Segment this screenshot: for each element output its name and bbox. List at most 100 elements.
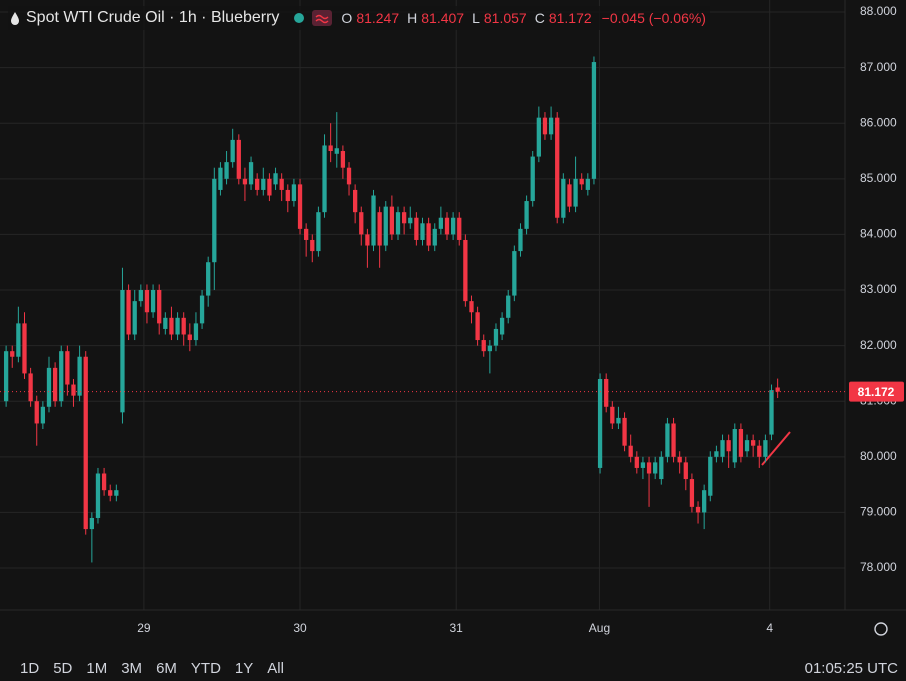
- candle-body: [567, 184, 572, 207]
- candle-body: [163, 317, 168, 329]
- candle-body: [187, 334, 192, 341]
- candle-body: [371, 195, 376, 246]
- candle-body: [591, 62, 597, 179]
- candle-body: [89, 517, 94, 530]
- candle-body: [653, 462, 658, 474]
- candle-body: [359, 212, 364, 235]
- range-button[interactable]: 6M: [156, 660, 177, 677]
- last-price-tag: [849, 381, 904, 402]
- candle-body: [193, 323, 199, 341]
- candle-body: [493, 328, 499, 346]
- range-button[interactable]: YTD: [190, 660, 221, 677]
- candle-body: [377, 212, 382, 246]
- candle-body: [634, 456, 639, 468]
- candle-body: [169, 317, 174, 335]
- candle-body: [310, 239, 315, 252]
- range-button[interactable]: 1Y: [234, 660, 254, 677]
- candle-body: [34, 401, 39, 424]
- ohlc-key: C: [534, 10, 545, 26]
- candle-body: [499, 317, 505, 335]
- range-button[interactable]: All: [267, 660, 284, 677]
- y-tick-label: 86.000: [860, 115, 897, 129]
- candle-body: [206, 262, 211, 296]
- candle-body: [726, 440, 731, 452]
- candle-body: [218, 167, 223, 190]
- legend-header: Spot WTI Crude Oil · 1h · Blueberry O 81.…: [8, 6, 710, 30]
- candle-body: [475, 312, 480, 341]
- candle-body: [138, 290, 143, 302]
- x-tick-label: Aug: [589, 621, 610, 635]
- candle-body: [261, 178, 266, 190]
- low-value: 81.057: [483, 10, 527, 26]
- candle-body: [297, 184, 303, 229]
- candle-body: [71, 384, 76, 396]
- candle-body: [346, 167, 352, 185]
- range-button[interactable]: 5D: [53, 660, 73, 677]
- candle-body: [665, 423, 670, 457]
- candle-body: [702, 490, 707, 513]
- candle-body: [457, 217, 462, 240]
- open-value: 81.247: [356, 10, 400, 26]
- candle-body: [689, 479, 695, 507]
- x-tick-label: 29: [137, 621, 151, 635]
- candle-body: [414, 217, 419, 240]
- trend-line-drawing[interactable]: [761, 431, 791, 466]
- candle-body: [732, 429, 737, 463]
- candle-body: [157, 290, 162, 324]
- candle-body: [353, 189, 358, 213]
- candle-body: [420, 223, 425, 240]
- high-value: 81.407: [421, 10, 465, 26]
- candle-body: [616, 417, 621, 424]
- candle-body: [230, 139, 235, 163]
- indicator-icon[interactable]: [311, 9, 333, 27]
- candle-body: [536, 117, 541, 157]
- candle-body: [16, 323, 21, 357]
- range-button[interactable]: 1D: [20, 660, 40, 677]
- clock: 01:05:25 UTC: [804, 660, 898, 677]
- range-button[interactable]: 3M: [121, 660, 143, 677]
- candle-body: [408, 217, 413, 224]
- candle-body: [450, 217, 456, 235]
- candle-body: [101, 473, 107, 491]
- y-tick-label: 78.000: [860, 560, 897, 574]
- x-tick-label: 30: [293, 621, 307, 635]
- candle-body: [518, 228, 523, 252]
- candle-body: [236, 139, 241, 179]
- candle-body: [95, 473, 101, 518]
- candle-body: [769, 390, 774, 435]
- y-tick-label: 82.000: [860, 338, 897, 352]
- candle-body: [10, 351, 15, 357]
- candle-body: [555, 117, 560, 218]
- range-button[interactable]: 1M: [86, 660, 108, 677]
- candle-body: [506, 295, 511, 318]
- ohlc-key: O: [341, 10, 353, 26]
- candle-body: [695, 506, 701, 513]
- candle-body: [46, 367, 52, 407]
- candle-body: [677, 456, 682, 463]
- y-tick-label: 80.000: [860, 449, 897, 463]
- candle-body: [395, 212, 401, 235]
- candle-body: [304, 228, 309, 240]
- candle-body: [714, 451, 719, 457]
- settings-icon[interactable]: [874, 622, 888, 636]
- candle-body: [469, 301, 474, 313]
- candle-body: [444, 217, 450, 235]
- candle-body: [463, 239, 468, 302]
- candle-body: [671, 423, 676, 457]
- candle-body: [65, 351, 70, 385]
- candle-body: [751, 440, 756, 446]
- close-value: 81.172: [548, 10, 592, 26]
- candle-body: [487, 345, 492, 352]
- x-tick-label: 4: [766, 621, 773, 635]
- candle-body: [22, 323, 27, 374]
- y-tick-label: 85.000: [860, 171, 897, 185]
- candle-body: [52, 367, 58, 402]
- ohlc-key: H: [407, 10, 418, 26]
- candle-body: [322, 145, 327, 213]
- x-tick-label: 31: [449, 621, 463, 635]
- candle-body: [150, 290, 156, 313]
- candle-body: [432, 228, 437, 246]
- candle-body: [640, 462, 646, 468]
- candle-body: [512, 251, 517, 296]
